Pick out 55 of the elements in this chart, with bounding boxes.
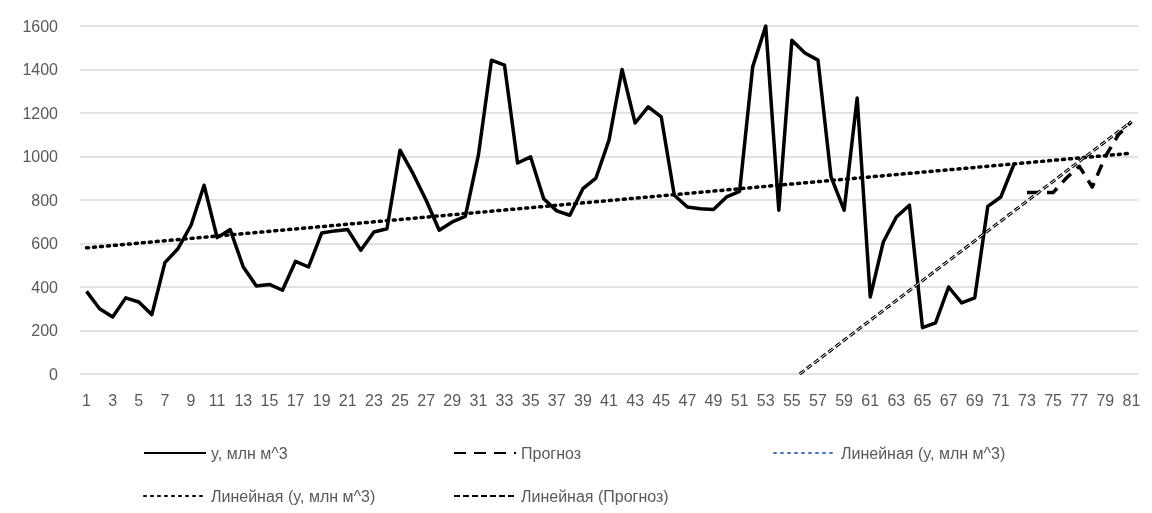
x-tick-label: 61	[861, 391, 880, 409]
y-tick-label: 1200	[22, 104, 59, 122]
x-tick-label: 45	[652, 391, 671, 409]
x-tick-label: 47	[678, 391, 697, 409]
x-tick-label: 79	[1096, 391, 1115, 409]
x-tick-label: 63	[887, 391, 906, 409]
x-tick-label: 69	[965, 391, 984, 409]
y-tick-label: 1000	[22, 148, 59, 165]
x-tick-label: 15	[260, 391, 279, 409]
legend-label: Прогноз	[521, 444, 582, 462]
x-tick-label: 51	[730, 391, 749, 409]
y-tick-label: 1400	[22, 61, 59, 78]
y-tick-label: 200	[31, 322, 59, 339]
x-tick-label: 35	[521, 391, 540, 409]
x-tick-label: 33	[495, 391, 514, 409]
x-tick-label: 77	[1070, 391, 1089, 409]
x-tick-label: 67	[939, 391, 958, 409]
x-tick-label: 81	[1122, 391, 1141, 409]
x-tick-label: 71	[991, 391, 1010, 409]
x-tick-label: 23	[364, 391, 383, 409]
x-tick-label: 49	[704, 391, 723, 409]
x-tick-label: 9	[186, 391, 196, 409]
x-tick-label: 13	[234, 391, 253, 409]
x-tick-label: 29	[443, 391, 462, 409]
x-tick-label: 17	[286, 391, 305, 409]
x-tick-label: 21	[338, 391, 357, 409]
x-tick-label: 53	[756, 391, 775, 409]
y-tick-label: 600	[31, 235, 59, 252]
x-tick-label: 41	[600, 391, 618, 409]
x-tick-label: 43	[626, 391, 645, 409]
x-tick-label: 19	[312, 391, 331, 409]
x-tick-label: 57	[809, 391, 827, 409]
x-tick-label: 25	[391, 391, 410, 409]
y-tick-label: 0	[49, 365, 59, 383]
x-tick-label: 7	[160, 391, 170, 409]
x-tick-label: 3	[108, 391, 118, 409]
x-tick-label: 39	[573, 391, 592, 409]
x-tick-label: 27	[417, 391, 436, 409]
legend-label: Линейная (Прогноз)	[521, 487, 669, 505]
x-tick-label: 65	[913, 391, 932, 409]
y-tick-label: 800	[31, 191, 59, 209]
x-tick-label: 75	[1044, 391, 1063, 409]
x-tick-label: 73	[1018, 391, 1036, 409]
x-tick-label: 55	[782, 391, 801, 409]
legend-label: y, млн м^3	[211, 444, 288, 462]
x-tick-label: 37	[547, 391, 566, 409]
legend-label: Линейная (y, млн м^3)	[211, 487, 376, 505]
y-tick-label: 1600	[22, 17, 59, 35]
legend-label: Линейная (y, млн м^3)	[841, 444, 1006, 462]
y-tick-label: 400	[31, 278, 59, 296]
x-tick-label: 1	[82, 391, 92, 409]
x-tick-label: 59	[835, 391, 854, 409]
x-tick-label: 11	[208, 391, 226, 409]
x-tick-label: 5	[134, 391, 144, 409]
x-tick-label: 31	[469, 391, 488, 409]
